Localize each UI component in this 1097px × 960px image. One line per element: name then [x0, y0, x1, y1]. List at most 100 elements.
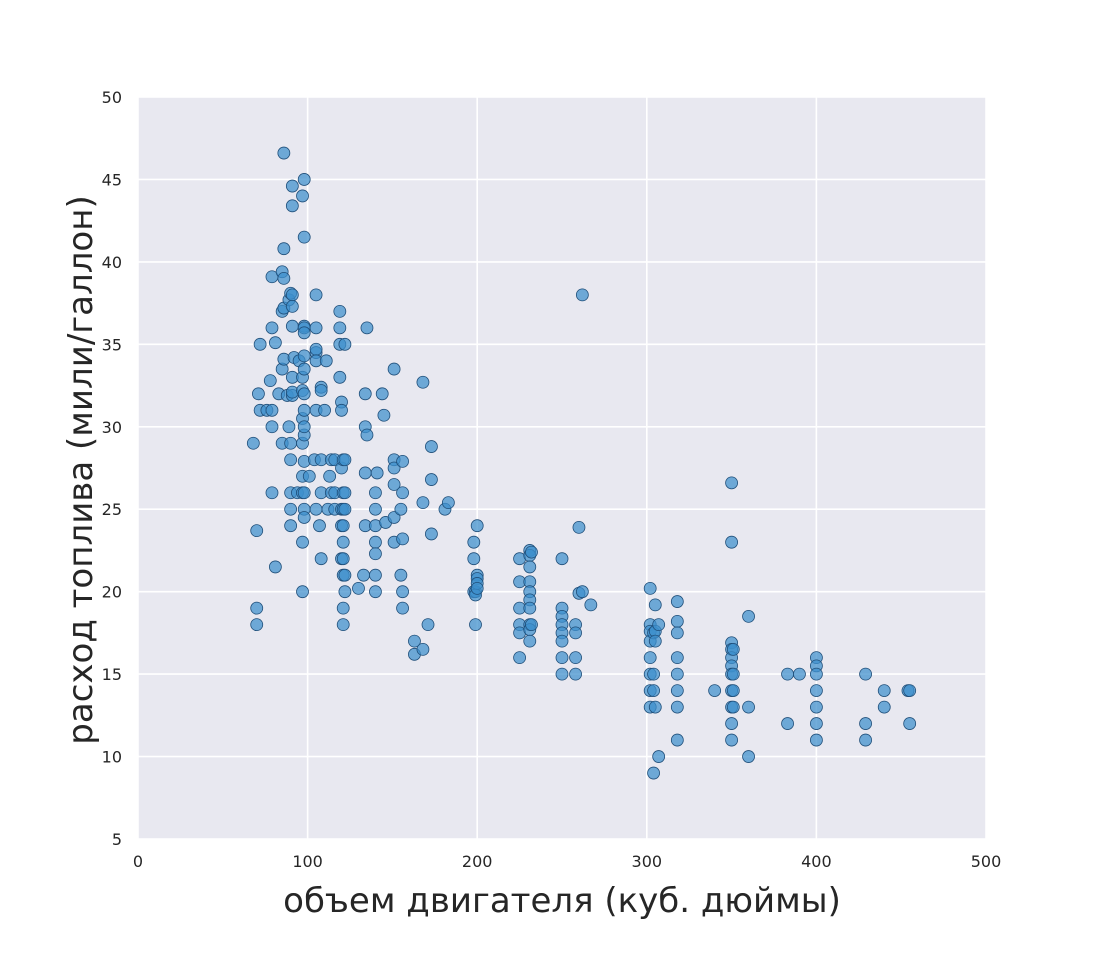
data-point [793, 667, 806, 681]
data-point [387, 511, 401, 524]
data-point [285, 319, 299, 333]
data-point [250, 601, 264, 615]
data-point [336, 519, 350, 533]
data-point [416, 375, 430, 389]
data-point [252, 387, 265, 401]
data-point [670, 733, 684, 747]
data-point [338, 502, 352, 516]
data-point [333, 304, 347, 318]
data-point [810, 733, 823, 747]
data-point [877, 684, 891, 697]
data-point [725, 476, 738, 490]
data-point [323, 469, 337, 483]
data-point [555, 667, 569, 681]
data-point [358, 466, 372, 480]
data-point [859, 667, 872, 681]
data-point [425, 527, 438, 541]
data-point [297, 173, 311, 186]
data-point [513, 651, 526, 665]
grid [137, 96, 987, 840]
data-point [726, 684, 740, 697]
data-point [903, 717, 917, 730]
data-point [859, 717, 872, 730]
data-point [725, 535, 738, 549]
data-point [333, 370, 347, 384]
data-point [725, 717, 738, 730]
data-point [670, 626, 684, 640]
data-point [369, 486, 382, 500]
data-point [369, 535, 382, 549]
data-point [387, 362, 401, 376]
y-tick-label: 40 [102, 253, 122, 272]
data-point [670, 684, 684, 697]
data-point [375, 387, 389, 401]
data-point [575, 585, 589, 599]
data-point [265, 321, 279, 335]
data-point [648, 598, 662, 612]
data-point [265, 403, 279, 417]
data-point [575, 288, 589, 302]
data-point [297, 362, 311, 376]
data-point [333, 321, 347, 335]
data-point [469, 618, 482, 632]
data-point [742, 750, 755, 763]
data-point [369, 568, 382, 582]
data-point [263, 374, 277, 388]
data-point [296, 535, 309, 549]
data-point [265, 420, 279, 434]
data-point [338, 568, 352, 582]
data-point [314, 552, 328, 566]
data-point [810, 684, 823, 697]
data-point [470, 581, 484, 595]
x-tick-labels: 0 100 200 300 400 500 [133, 852, 1001, 871]
data-point [408, 634, 421, 648]
data-point [421, 618, 435, 632]
data-point [670, 667, 684, 681]
data-point [647, 684, 660, 697]
data-point [338, 486, 352, 500]
data-point [670, 700, 684, 714]
data-point [396, 585, 409, 599]
data-point [309, 321, 323, 335]
data-point [648, 700, 662, 714]
data-point [387, 478, 401, 491]
data-point [277, 271, 291, 285]
data-point [284, 436, 298, 450]
data-point [284, 502, 298, 516]
data-point [877, 700, 891, 714]
data-point [309, 502, 323, 516]
data-point [297, 326, 311, 340]
data-point [555, 634, 569, 648]
data-point [396, 455, 409, 468]
data-points [246, 146, 917, 780]
data-point [525, 618, 538, 632]
data-point [396, 486, 409, 500]
data-point [555, 651, 569, 665]
y-axis-title: расход топлива (мили/галлон) [61, 195, 101, 744]
data-point [725, 733, 738, 747]
x-tick-label: 300 [632, 852, 663, 871]
data-point [647, 667, 660, 681]
data-point [416, 496, 430, 510]
y-tick-label: 20 [102, 583, 122, 602]
data-point [358, 387, 372, 401]
x-tick-label: 200 [462, 852, 493, 871]
data-point [297, 387, 311, 401]
data-point [338, 337, 352, 351]
data-point [416, 642, 430, 656]
data-point [284, 453, 298, 467]
data-point [394, 568, 408, 582]
data-point [336, 535, 350, 549]
x-tick-label: 100 [292, 852, 323, 871]
data-point [297, 511, 311, 524]
y-tick-label: 45 [102, 170, 122, 189]
data-point [810, 717, 823, 730]
x-tick-label: 0 [133, 852, 143, 871]
y-tick-label: 15 [102, 665, 122, 684]
data-point [569, 651, 582, 665]
data-point [336, 552, 350, 566]
data-point [652, 618, 666, 632]
data-point [377, 408, 391, 422]
data-point [742, 700, 755, 714]
